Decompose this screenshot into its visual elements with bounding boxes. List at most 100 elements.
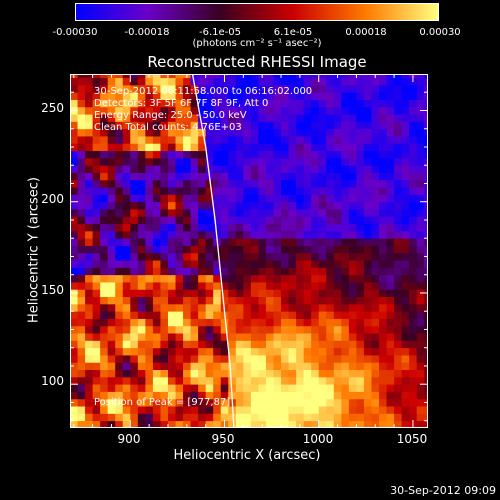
heatmap-cell <box>296 201 305 210</box>
heatmap-cell <box>394 413 403 422</box>
y-tick-label: 150 <box>41 283 64 297</box>
heatmap-cell <box>311 267 320 276</box>
heatmap-cell <box>341 398 350 407</box>
heatmap-cell <box>77 179 86 188</box>
heatmap-cell <box>130 289 139 298</box>
heatmap-cell <box>318 303 327 312</box>
heatmap-cell <box>326 267 335 276</box>
heatmap-cell <box>160 172 169 181</box>
heatmap-cell <box>379 92 387 100</box>
heatmap-cell <box>409 179 418 188</box>
heatmap-cell <box>326 209 335 217</box>
heatmap-cell <box>326 289 335 298</box>
heatmap-cell <box>145 333 154 341</box>
heatmap-cell <box>371 245 380 254</box>
heatmap-cell <box>265 128 274 137</box>
heatmap-cell <box>228 340 237 349</box>
heatmap-cell <box>311 77 320 86</box>
heatmap-cell <box>107 128 116 137</box>
heatmap-cell <box>152 376 161 385</box>
heatmap-cell <box>273 369 282 378</box>
heatmap-cell <box>303 252 312 261</box>
heatmap-cell <box>190 355 199 363</box>
heatmap-cell <box>167 340 176 349</box>
heatmap-cell <box>379 384 387 392</box>
heatmap-cell <box>296 274 305 283</box>
heatmap-cell <box>137 406 146 414</box>
heatmap-cell <box>175 362 184 371</box>
heatmap-cell <box>356 318 365 327</box>
heatmap-cell <box>107 267 116 276</box>
heatmap-cell <box>205 369 214 378</box>
heatmap-cell <box>265 289 274 298</box>
heatmap-cell <box>303 216 312 225</box>
heatmap-cell <box>85 143 94 152</box>
heatmap-cell <box>213 84 222 93</box>
heatmap-cell <box>379 318 387 327</box>
heatmap-cell <box>371 340 380 349</box>
heatmap-cell <box>92 260 101 268</box>
heatmap-cell <box>326 238 335 246</box>
heatmap-cell <box>137 391 146 400</box>
heatmap-cell <box>160 106 169 115</box>
heatmap-cell <box>152 413 161 422</box>
heatmap-cell <box>401 413 410 422</box>
heatmap-cell <box>145 289 154 298</box>
heatmap-cell <box>198 296 207 305</box>
heatmap-cell <box>379 150 387 159</box>
heatmap-cell <box>167 84 176 93</box>
heatmap-cell <box>311 347 320 356</box>
heatmap-cell <box>92 92 101 100</box>
heatmap-cell <box>235 296 244 305</box>
heatmap-cell <box>145 398 154 407</box>
heatmap-cell <box>145 391 154 400</box>
y-axis-label: Heliocentric Y (arcsec) <box>26 177 42 323</box>
heatmap-cell <box>152 74 161 79</box>
heatmap-cell <box>198 333 207 341</box>
heatmap-cell <box>250 333 259 341</box>
heatmap-cell <box>85 355 94 363</box>
heatmap-cell <box>213 282 222 290</box>
heatmap-cell <box>115 92 124 100</box>
heatmap-cell <box>348 355 357 363</box>
heatmap-cell <box>394 194 403 203</box>
heatmap-cell <box>167 391 176 400</box>
heatmap-cell <box>348 84 357 93</box>
heatmap-cell <box>333 209 342 217</box>
heatmap-cell <box>220 413 229 422</box>
heatmap-cell <box>160 274 169 283</box>
heatmap-cell <box>409 136 418 144</box>
colorbar-tick-label: 0.00018 <box>345 27 387 38</box>
heatmap-cell <box>424 333 428 341</box>
heatmap-cell <box>326 376 335 385</box>
heatmap-cell <box>250 209 259 217</box>
heatmap-cell <box>183 223 191 232</box>
heatmap-cell <box>416 267 425 276</box>
heatmap-cell <box>409 303 418 312</box>
heatmap-cell <box>190 340 199 349</box>
heatmap-cell <box>145 311 154 319</box>
heatmap-cell <box>92 289 101 298</box>
heatmap-cell <box>145 282 154 290</box>
heatmap-cell <box>409 311 418 319</box>
heatmap-cell <box>115 260 124 268</box>
heatmap-cell <box>326 157 335 166</box>
heatmap-cell <box>394 77 403 86</box>
heatmap-cell <box>228 260 237 268</box>
heatmap-cell <box>235 114 244 122</box>
heatmap-cell <box>145 99 154 108</box>
heatmap-cell <box>122 318 131 327</box>
heatmap-cell <box>341 376 350 385</box>
heatmap-cell <box>190 179 199 188</box>
heatmap-cell <box>235 84 244 93</box>
heatmap-cell <box>379 114 387 122</box>
heatmap-cell <box>401 136 410 144</box>
heatmap-cell <box>250 230 259 239</box>
heatmap-cell <box>424 201 428 210</box>
heatmap-cell <box>243 274 252 283</box>
heatmap-cell <box>394 150 403 159</box>
heatmap-cell <box>228 274 237 283</box>
heatmap-cell <box>281 84 289 93</box>
heatmap-cell <box>213 223 222 232</box>
heatmap-cell <box>100 347 109 356</box>
